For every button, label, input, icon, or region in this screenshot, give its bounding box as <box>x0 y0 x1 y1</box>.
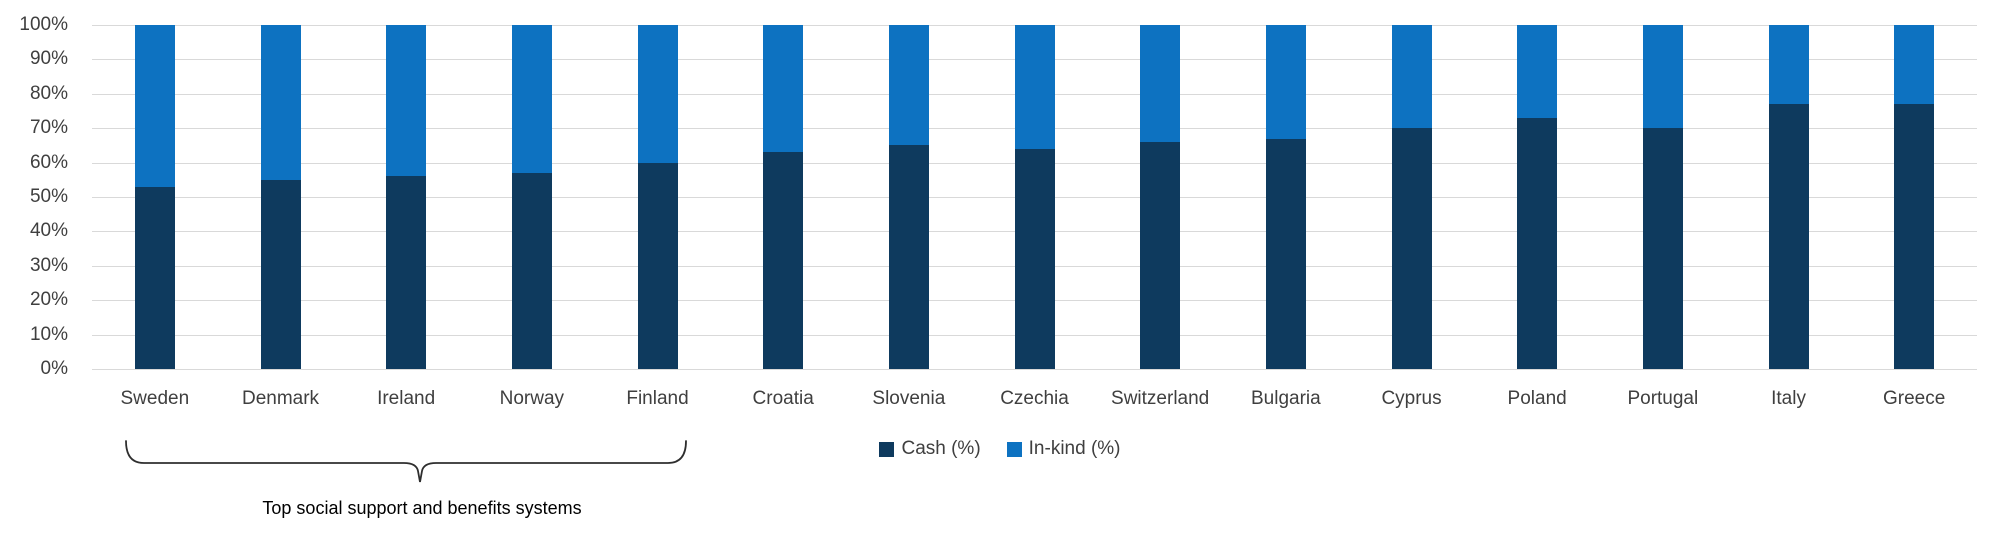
y-axis-tick-label: 40% <box>29 220 68 241</box>
y-axis-tick-label: 50% <box>29 186 68 207</box>
bar-norway <box>511 25 552 369</box>
bar-poland <box>1517 25 1558 369</box>
inkind-legend-label: In-kind (%) <box>1028 438 1121 459</box>
x-axis-label-czechia: Czechia <box>1000 388 1069 409</box>
legend-item-cash: Cash (%) <box>879 438 981 459</box>
inkind-segment <box>1894 25 1935 105</box>
y-axis-tick-label: 80% <box>29 83 68 104</box>
bar-sweden <box>134 25 175 369</box>
cash-segment <box>763 152 804 369</box>
cash-segment <box>1140 141 1181 369</box>
x-axis-label-switzerland: Switzerland <box>1111 388 1210 409</box>
y-axis-tick-label: 20% <box>29 289 68 310</box>
y-axis-tick-label: 30% <box>29 255 68 276</box>
x-axis-label-ireland: Ireland <box>377 388 436 409</box>
inkind-segment <box>134 25 175 187</box>
bar-ireland <box>386 25 427 369</box>
inkind-legend-swatch <box>1006 441 1022 457</box>
x-axis-label-cyprus: Cyprus <box>1381 388 1442 409</box>
x-axis-label-denmark: Denmark <box>241 388 320 409</box>
cash-segment <box>1265 138 1306 369</box>
bar-czechia <box>1014 25 1055 369</box>
chart-legend: Cash (%) In-kind (%) <box>0 439 2000 459</box>
legend-item-inkind: In-kind (%) <box>1006 438 1121 459</box>
cash-legend-swatch <box>879 441 895 457</box>
cash-segment <box>260 179 301 369</box>
x-axis-label-slovenia: Slovenia <box>872 388 946 409</box>
x-axis-label-norway: Norway <box>499 388 565 409</box>
bar-croatia <box>763 25 804 369</box>
inkind-segment <box>260 25 301 180</box>
curly-brace-path <box>125 440 687 483</box>
y-axis-tick-label: 10% <box>29 324 68 345</box>
inkind-segment <box>763 25 804 153</box>
bar-bulgaria <box>1265 25 1306 369</box>
cash-segment <box>1768 104 1809 369</box>
y-axis-tick-label: 100% <box>19 14 68 35</box>
brace-caption: Top social support and benefits systems <box>262 498 582 518</box>
inkind-segment <box>888 25 929 146</box>
cash-legend-label: Cash (%) <box>901 438 981 459</box>
cash-segment <box>888 145 929 369</box>
bar-finland <box>637 25 678 369</box>
inkind-segment <box>511 25 552 173</box>
bar-cyprus <box>1391 25 1432 369</box>
y-axis-tick-label: 70% <box>29 117 68 138</box>
inkind-segment <box>1265 25 1306 139</box>
bar-slovenia <box>888 25 929 369</box>
cash-segment <box>1642 128 1683 369</box>
bar-portugal <box>1642 25 1683 369</box>
brace-annotation <box>125 440 687 483</box>
inkind-segment <box>1768 25 1809 105</box>
x-axis-label-greece: Greece <box>1882 388 1946 409</box>
inkind-segment <box>1517 25 1558 118</box>
cash-segment <box>1517 117 1558 369</box>
x-axis-label-poland: Poland <box>1507 388 1567 409</box>
inkind-segment <box>386 25 427 177</box>
cash-segment <box>134 186 175 369</box>
cash-segment <box>1894 104 1935 369</box>
inkind-segment <box>1391 25 1432 129</box>
cash-segment <box>1014 148 1055 369</box>
bar-italy <box>1768 25 1809 369</box>
y-axis-tick-label: 60% <box>29 152 68 173</box>
y-axis-tick-label: 0% <box>40 358 68 379</box>
bar-switzerland <box>1140 25 1181 369</box>
inkind-segment <box>637 25 678 163</box>
inkind-segment <box>1140 25 1181 142</box>
inkind-segment <box>1014 25 1055 149</box>
y-axis-tick-label: 90% <box>29 48 68 69</box>
x-axis-label-portugal: Portugal <box>1627 388 1699 409</box>
cash-segment <box>511 172 552 369</box>
x-axis-label-bulgaria: Bulgaria <box>1250 388 1321 409</box>
gridline-0 <box>92 369 1977 370</box>
bar-denmark <box>260 25 301 369</box>
cash-segment <box>637 162 678 369</box>
cash-segment <box>386 176 427 369</box>
x-axis-label-finland: Finland <box>626 388 689 409</box>
bar-greece <box>1894 25 1935 369</box>
inkind-segment <box>1642 25 1683 129</box>
x-axis-label-sweden: Sweden <box>120 388 190 409</box>
x-axis-label-italy: Italy <box>1771 388 1806 409</box>
x-axis-label-croatia: Croatia <box>752 388 814 409</box>
cash-segment <box>1391 128 1432 369</box>
